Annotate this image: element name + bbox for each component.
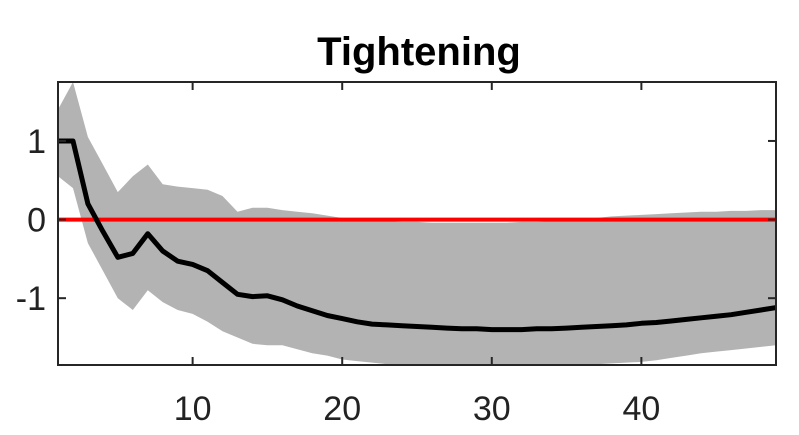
x-axis: 10 20 30 40: [174, 82, 660, 428]
chart-title: Tightening: [317, 30, 521, 74]
y-tick-label: 1: [27, 123, 46, 161]
x-tick-label: 30: [473, 390, 511, 428]
y-tick-label: 0: [27, 202, 46, 240]
median-response-line: [58, 138, 776, 333]
y-tick-label: -1: [16, 280, 46, 318]
x-tick-label: 20: [323, 390, 361, 428]
x-tick-label: 40: [622, 390, 660, 428]
y-axis: 1 0 -1: [16, 123, 776, 318]
x-tick-label: 10: [174, 390, 212, 428]
plot-frame: [57, 81, 777, 366]
